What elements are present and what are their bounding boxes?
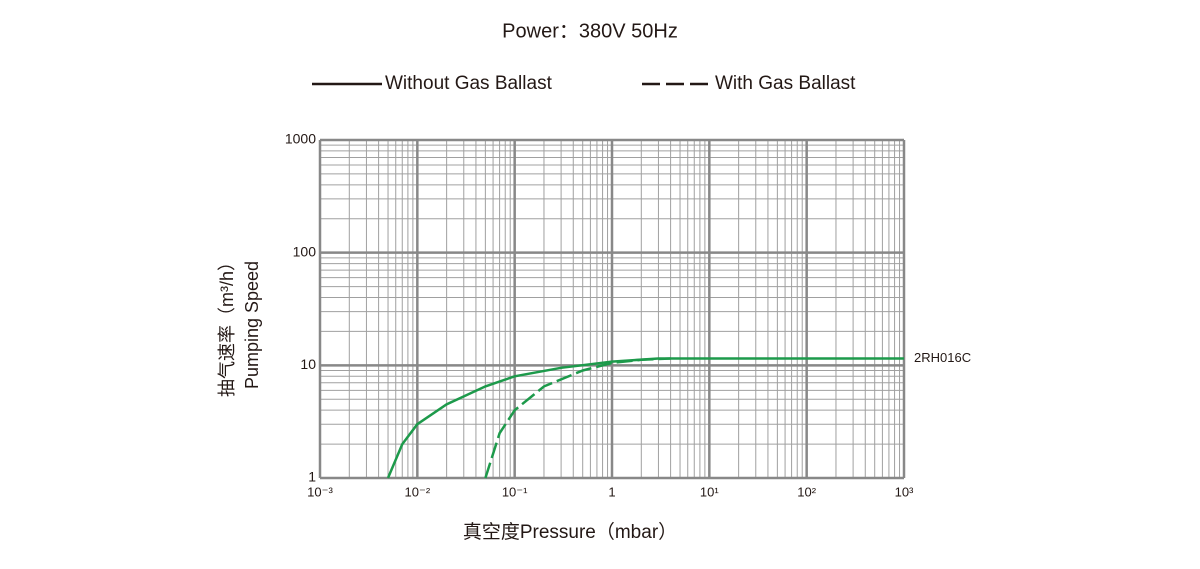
x-tick-label: 10⁻¹ [502,484,528,499]
legend-label: With Gas Ballast [715,73,856,94]
legend-label: Without Gas Ballast [385,73,553,94]
y-axis-label: 抽气速率（m³/h） [217,253,237,397]
x-tick-label: 10² [797,484,816,499]
y-axis-label: Pumping Speed [242,261,262,389]
x-tick-label: 10⁻³ [307,484,333,499]
x-tick-label: 10⁻² [405,484,431,499]
x-axis-label: 真空度Pressure（mbar） [463,521,677,543]
y-tick-label: 1000 [285,131,316,147]
chart-title: Power：380V 50Hz [502,20,678,42]
x-tick-label: 10³ [895,484,914,499]
data-line [386,357,904,479]
y-tick-label: 10 [300,356,316,372]
x-tick-label: 10¹ [700,484,719,499]
data-line [484,357,671,479]
x-tick-label: 1 [608,484,615,499]
y-tick-label: 100 [293,243,317,259]
y-tick-label: 1 [308,469,316,485]
annotation: 2RH016C [914,350,971,365]
